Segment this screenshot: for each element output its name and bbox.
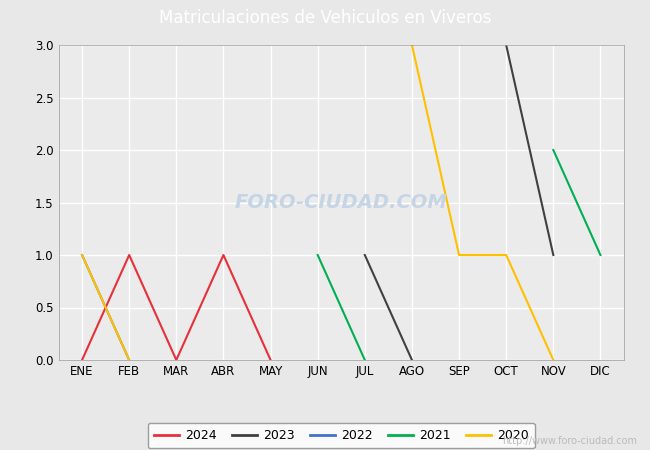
Text: http://www.foro-ciudad.com: http://www.foro-ciudad.com (502, 436, 637, 446)
Text: FORO-CIUDAD.COM: FORO-CIUDAD.COM (235, 193, 448, 212)
Legend: 2024, 2023, 2022, 2021, 2020: 2024, 2023, 2022, 2021, 2020 (148, 423, 535, 449)
Text: Matriculaciones de Vehiculos en Viveros: Matriculaciones de Vehiculos en Viveros (159, 9, 491, 27)
